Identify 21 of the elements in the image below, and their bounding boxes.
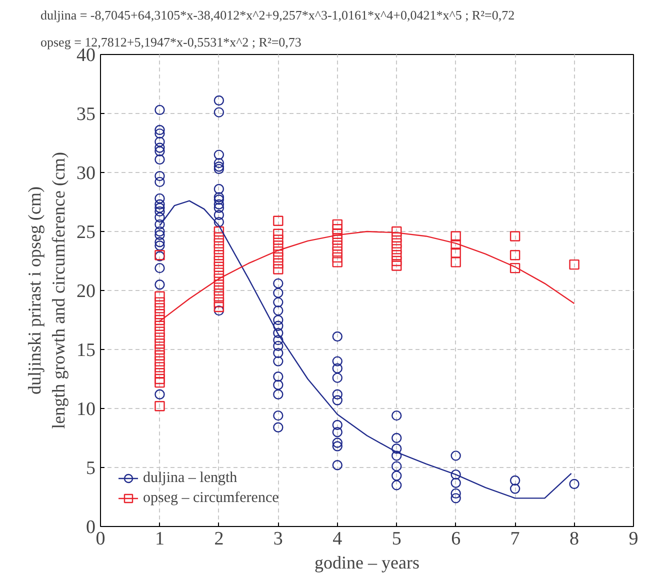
y-tick-label: 15 xyxy=(76,340,96,361)
y-tick-label: 25 xyxy=(76,222,96,243)
x-tick-label: 5 xyxy=(392,528,402,550)
x-tick-label: 6 xyxy=(451,528,461,550)
x-axis-title: godine – years xyxy=(314,552,420,572)
legend-label: opseg – circumference xyxy=(143,490,279,506)
legend-label: duljina – length xyxy=(143,470,238,486)
y-axis-title: duljinski prirast i opseg (cm) length growth and circumference (cm) xyxy=(24,152,68,429)
x-tick-label: 2 xyxy=(214,528,224,550)
y-tick-label: 5 xyxy=(86,458,96,479)
y-tick-label: 30 xyxy=(76,163,96,184)
x-tick-label: 3 xyxy=(273,528,283,550)
x-tick-label: 4 xyxy=(332,528,343,550)
chart-title: duljina = -8,7045+64,3105*x-38,4012*x^2+9,257*x^3-1,0161*x^4+0,0421*x^5 ; R²=0,72 xyxy=(40,8,515,22)
x-tick-label: 8 xyxy=(570,528,580,550)
x-tick-label: 1 xyxy=(154,528,164,550)
x-tick-label: 9 xyxy=(628,528,638,550)
x-tick-label: 7 xyxy=(510,528,520,550)
y-tick-label: 35 xyxy=(76,104,96,125)
y-tick-label: 10 xyxy=(76,399,96,420)
y-tick-label: 20 xyxy=(76,281,96,302)
